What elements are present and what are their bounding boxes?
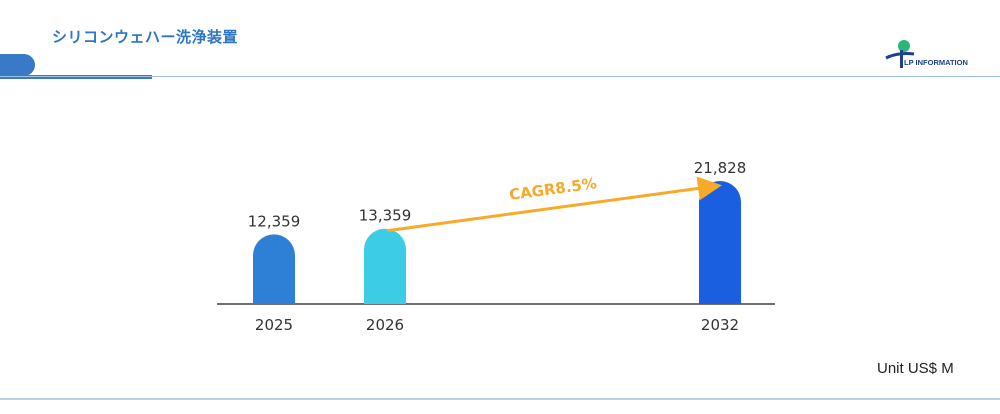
value-label-2026: 13,359 <box>359 207 412 225</box>
header-accent-bar <box>0 75 152 79</box>
x-tick-2025: 2025 <box>255 316 293 334</box>
bar-2032 <box>699 181 741 304</box>
footer-divider <box>0 398 1000 400</box>
logo-stem <box>900 50 903 68</box>
unit-label: Unit US$ M <box>877 360 954 377</box>
header-divider <box>0 76 1000 77</box>
value-label-2025: 12,359 <box>248 212 301 230</box>
logo-circle <box>898 40 910 52</box>
bar-2025 <box>253 234 295 304</box>
header-accent-pill <box>0 54 35 76</box>
cagr-arrow <box>386 176 722 233</box>
x-tick-2026: 2026 <box>366 316 404 334</box>
logo-text: LP INFORMATION <box>904 58 968 67</box>
x-tick-2032: 2032 <box>701 316 739 334</box>
bar-2026 <box>364 228 406 304</box>
logo-swoosh <box>885 52 915 60</box>
page-title: シリコンウェハー洗浄装置 <box>52 28 239 46</box>
lp-information-logo <box>885 40 915 68</box>
cagr-label: CAGR8.5% <box>508 174 598 204</box>
value-label-2032: 21,828 <box>694 159 747 177</box>
